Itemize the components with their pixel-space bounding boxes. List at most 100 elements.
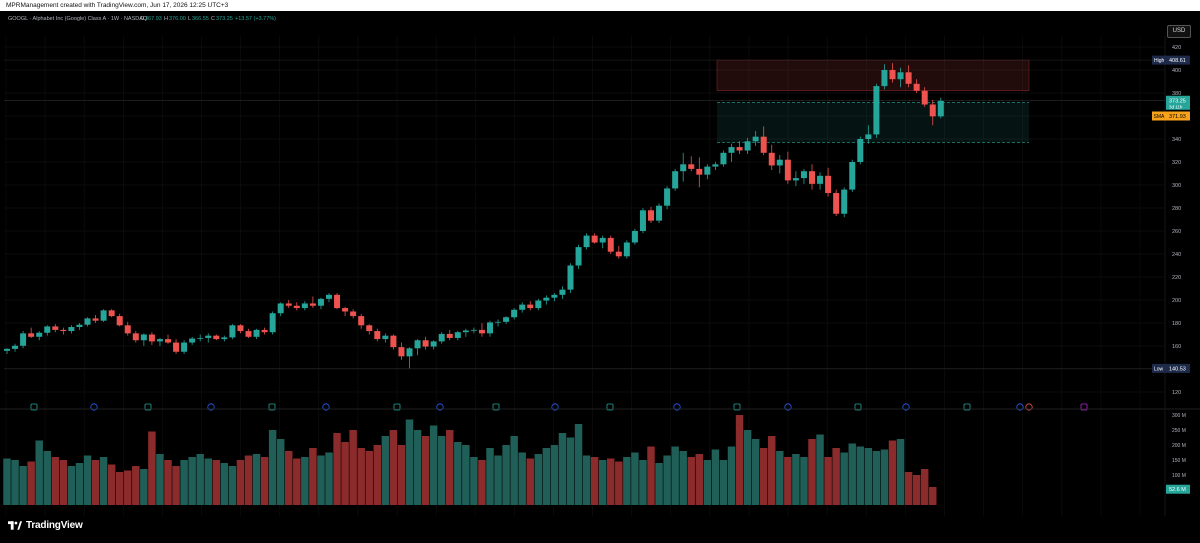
volume-bar bbox=[687, 457, 695, 505]
candle bbox=[511, 308, 518, 320]
volume-bar bbox=[888, 440, 897, 505]
volume-bar bbox=[534, 454, 543, 505]
candle bbox=[551, 293, 558, 302]
candle bbox=[704, 164, 711, 180]
volume-bar bbox=[317, 455, 325, 505]
candle bbox=[398, 342, 405, 360]
candle bbox=[752, 130, 759, 146]
candle bbox=[664, 186, 671, 210]
volume-bar bbox=[405, 419, 414, 505]
volume-bar bbox=[35, 440, 43, 505]
volume-bar bbox=[920, 469, 929, 505]
volume-tick-label: 300 M bbox=[1172, 413, 1186, 419]
dividend-marker bbox=[207, 403, 215, 411]
candle bbox=[527, 301, 534, 311]
candle bbox=[728, 143, 735, 162]
candle bbox=[60, 327, 67, 335]
footer bbox=[0, 516, 1200, 532]
chart-grid bbox=[4, 36, 1165, 516]
candle bbox=[873, 83, 880, 138]
target-zone bbox=[717, 102, 1029, 143]
currency-label: USD bbox=[1172, 28, 1186, 34]
candle bbox=[567, 263, 574, 294]
volume-bar bbox=[27, 461, 35, 505]
volume-bar bbox=[703, 460, 712, 505]
volume-bar bbox=[478, 460, 486, 505]
volume-bar bbox=[872, 451, 881, 505]
candle bbox=[768, 144, 775, 171]
candle bbox=[253, 328, 260, 340]
volume-bar bbox=[365, 451, 373, 505]
volume-bar bbox=[647, 446, 655, 505]
y-tick-label: 300 bbox=[1172, 183, 1181, 189]
volume-bar bbox=[446, 430, 454, 505]
y-tick-label: 280 bbox=[1172, 206, 1181, 212]
candle bbox=[36, 331, 43, 341]
position-zones bbox=[4, 59, 1165, 369]
candle bbox=[68, 325, 75, 334]
candle bbox=[929, 99, 936, 126]
y-tick-label: 340 bbox=[1172, 137, 1181, 143]
volume-bar bbox=[252, 454, 261, 505]
volume-tick-label: 200 M bbox=[1172, 443, 1186, 449]
volume-bar bbox=[510, 436, 518, 505]
candle bbox=[865, 125, 872, 144]
volume-bar bbox=[792, 454, 800, 505]
candle bbox=[776, 155, 783, 174]
candle bbox=[165, 334, 171, 344]
candle bbox=[712, 162, 719, 171]
volume-bar bbox=[293, 458, 301, 505]
ohlc-l-label: L bbox=[188, 16, 191, 22]
volume-bar bbox=[743, 430, 752, 505]
volume-bar bbox=[83, 455, 92, 505]
candle bbox=[599, 235, 606, 249]
candle bbox=[285, 300, 292, 309]
candle bbox=[607, 235, 614, 254]
volume-bar bbox=[598, 460, 607, 505]
tradingview-logo[interactable]: TradingView bbox=[8, 520, 83, 531]
volume-bars bbox=[3, 415, 937, 505]
candle bbox=[350, 309, 357, 319]
sma-tag: SMA 371.93 bbox=[1152, 111, 1190, 121]
candle bbox=[792, 171, 799, 187]
candle bbox=[913, 79, 920, 93]
candle bbox=[293, 302, 300, 311]
candle bbox=[454, 331, 461, 341]
candle bbox=[478, 323, 485, 337]
high-tag: High 408.61 bbox=[1152, 55, 1190, 65]
dividend-marker bbox=[90, 403, 98, 411]
candle bbox=[84, 317, 91, 327]
dividend-marker bbox=[436, 403, 444, 411]
candle bbox=[656, 203, 663, 223]
earnings-marker bbox=[268, 403, 276, 411]
candle bbox=[197, 334, 204, 342]
volume-bar bbox=[244, 455, 253, 505]
currency-button[interactable]: USD bbox=[1167, 25, 1191, 38]
volume-bar bbox=[808, 439, 816, 505]
earnings-marker bbox=[854, 403, 862, 411]
candle bbox=[414, 339, 421, 356]
candle bbox=[575, 244, 582, 269]
volume-bar bbox=[228, 466, 237, 505]
earnings-marker bbox=[30, 403, 38, 411]
volume-bar bbox=[582, 455, 591, 505]
volume-bar bbox=[325, 452, 333, 505]
candle bbox=[124, 321, 131, 336]
chart-area[interactable]: 1201401601802002202402602803003203403603… bbox=[0, 11, 1200, 543]
candle bbox=[92, 314, 99, 323]
price-chart[interactable]: 1201401601802002202402602803003203403603… bbox=[0, 11, 1200, 543]
volume-bar bbox=[59, 460, 68, 505]
countdown-text: 3d 11h bbox=[1169, 104, 1183, 109]
volume-bar bbox=[43, 451, 51, 505]
candle bbox=[849, 159, 856, 192]
volume-bar bbox=[148, 431, 156, 505]
attribution-bar: MPRManagement created with TradingView.c… bbox=[0, 0, 1200, 11]
candle bbox=[269, 311, 276, 335]
volume-bar bbox=[719, 460, 728, 505]
volume-bar bbox=[655, 463, 663, 505]
volume-bar bbox=[848, 443, 856, 505]
sma-label: SMA bbox=[1154, 114, 1166, 120]
volume-bar bbox=[759, 448, 768, 505]
candle bbox=[438, 332, 445, 344]
y-tick-label: 120 bbox=[1172, 390, 1181, 396]
